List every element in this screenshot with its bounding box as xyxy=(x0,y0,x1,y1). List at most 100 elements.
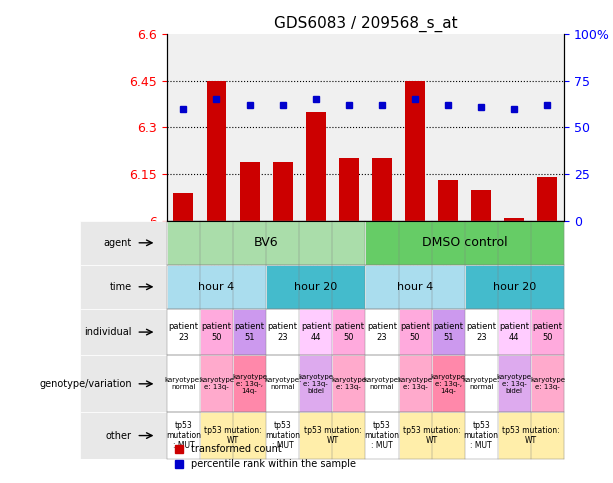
Text: tp53 mutation:
WT: tp53 mutation: WT xyxy=(502,426,560,445)
Bar xyxy=(240,162,259,221)
Text: patient
23: patient 23 xyxy=(466,322,497,342)
FancyBboxPatch shape xyxy=(365,355,398,412)
FancyBboxPatch shape xyxy=(266,412,299,459)
FancyBboxPatch shape xyxy=(80,309,167,355)
FancyBboxPatch shape xyxy=(233,355,266,412)
Text: karyotype:
normal: karyotype: normal xyxy=(165,377,202,390)
FancyBboxPatch shape xyxy=(233,309,266,355)
Bar xyxy=(538,177,557,221)
Bar xyxy=(471,190,491,221)
Text: BV6: BV6 xyxy=(254,236,278,249)
FancyBboxPatch shape xyxy=(398,355,432,412)
FancyBboxPatch shape xyxy=(80,355,167,412)
Text: patient
51: patient 51 xyxy=(433,322,463,342)
FancyBboxPatch shape xyxy=(80,221,167,265)
Text: time: time xyxy=(110,282,132,292)
FancyBboxPatch shape xyxy=(266,355,299,412)
FancyBboxPatch shape xyxy=(80,265,167,309)
FancyBboxPatch shape xyxy=(332,355,365,412)
Text: tp53
mutation
: MUT: tp53 mutation : MUT xyxy=(365,421,400,451)
Text: karyotype
e: 13q-: karyotype e: 13q- xyxy=(398,377,433,390)
FancyBboxPatch shape xyxy=(167,221,365,265)
Text: tp53
mutation
: MUT: tp53 mutation : MUT xyxy=(166,421,201,451)
Text: DMSO control: DMSO control xyxy=(422,236,508,249)
Legend: transformed count, percentile rank within the sample: transformed count, percentile rank withi… xyxy=(172,440,360,473)
FancyBboxPatch shape xyxy=(80,412,167,459)
FancyBboxPatch shape xyxy=(432,309,465,355)
Text: patient
50: patient 50 xyxy=(202,322,232,342)
FancyBboxPatch shape xyxy=(332,309,365,355)
FancyBboxPatch shape xyxy=(167,412,200,459)
Text: karyotype
e: 13q-
bidel: karyotype e: 13q- bidel xyxy=(299,374,333,394)
FancyBboxPatch shape xyxy=(365,412,398,459)
FancyBboxPatch shape xyxy=(365,309,398,355)
Text: karyotype
e: 13q-: karyotype e: 13q- xyxy=(332,377,367,390)
Text: patient
51: patient 51 xyxy=(235,322,265,342)
Text: tp53
mutation
: MUT: tp53 mutation : MUT xyxy=(463,421,499,451)
Text: patient
23: patient 23 xyxy=(268,322,298,342)
Text: karyotype
e: 13q-,
14q-: karyotype e: 13q-, 14q- xyxy=(431,374,466,394)
Bar xyxy=(339,158,359,221)
FancyBboxPatch shape xyxy=(299,355,332,412)
FancyBboxPatch shape xyxy=(531,355,564,412)
Text: karyotype:
normal: karyotype: normal xyxy=(463,377,500,390)
Bar xyxy=(273,162,292,221)
Text: karyotype:
normal: karyotype: normal xyxy=(264,377,302,390)
FancyBboxPatch shape xyxy=(432,355,465,412)
FancyBboxPatch shape xyxy=(200,355,233,412)
Text: patient
50: patient 50 xyxy=(533,322,562,342)
Text: karyotype
e: 13q-: karyotype e: 13q- xyxy=(199,377,234,390)
Text: hour 20: hour 20 xyxy=(493,282,536,292)
Bar xyxy=(306,112,326,221)
FancyBboxPatch shape xyxy=(266,265,365,309)
FancyBboxPatch shape xyxy=(365,265,465,309)
Text: hour 4: hour 4 xyxy=(199,282,235,292)
Text: hour 4: hour 4 xyxy=(397,282,433,292)
Bar xyxy=(504,218,524,221)
Text: patient
50: patient 50 xyxy=(334,322,364,342)
Text: tp53 mutation:
WT: tp53 mutation: WT xyxy=(403,426,460,445)
Text: tp53 mutation:
WT: tp53 mutation: WT xyxy=(303,426,361,445)
Text: genotype/variation: genotype/variation xyxy=(39,379,132,389)
FancyBboxPatch shape xyxy=(465,412,498,459)
FancyBboxPatch shape xyxy=(200,309,233,355)
Text: karyotype
e: 13q-,
14q-: karyotype e: 13q-, 14q- xyxy=(232,374,267,394)
FancyBboxPatch shape xyxy=(498,412,564,459)
Text: hour 20: hour 20 xyxy=(294,282,337,292)
Text: patient
23: patient 23 xyxy=(169,322,199,342)
Text: karyotype
e: 13q-: karyotype e: 13q- xyxy=(530,377,565,390)
Text: patient
50: patient 50 xyxy=(400,322,430,342)
Text: agent: agent xyxy=(104,238,132,248)
Text: tp53
mutation
: MUT: tp53 mutation : MUT xyxy=(265,421,300,451)
FancyBboxPatch shape xyxy=(465,265,564,309)
Bar xyxy=(438,180,458,221)
FancyBboxPatch shape xyxy=(398,412,465,459)
Text: karyotype
e: 13q-
bidel: karyotype e: 13q- bidel xyxy=(497,374,532,394)
FancyBboxPatch shape xyxy=(498,355,531,412)
FancyBboxPatch shape xyxy=(167,265,266,309)
FancyBboxPatch shape xyxy=(167,309,200,355)
FancyBboxPatch shape xyxy=(465,355,498,412)
Text: patient
44: patient 44 xyxy=(301,322,331,342)
Text: tp53 mutation:
WT: tp53 mutation: WT xyxy=(204,426,262,445)
Bar xyxy=(405,81,425,221)
FancyBboxPatch shape xyxy=(531,309,564,355)
Text: other: other xyxy=(106,430,132,440)
FancyBboxPatch shape xyxy=(299,309,332,355)
FancyBboxPatch shape xyxy=(465,309,498,355)
Bar xyxy=(372,158,392,221)
FancyBboxPatch shape xyxy=(299,412,365,459)
Text: karyotype:
normal: karyotype: normal xyxy=(364,377,401,390)
FancyBboxPatch shape xyxy=(200,412,266,459)
FancyBboxPatch shape xyxy=(498,309,531,355)
Title: GDS6083 / 209568_s_at: GDS6083 / 209568_s_at xyxy=(273,16,457,32)
Bar xyxy=(173,193,193,221)
FancyBboxPatch shape xyxy=(365,221,564,265)
FancyBboxPatch shape xyxy=(266,309,299,355)
Text: individual: individual xyxy=(85,327,132,337)
Text: patient
44: patient 44 xyxy=(500,322,529,342)
Text: patient
23: patient 23 xyxy=(367,322,397,342)
FancyBboxPatch shape xyxy=(167,355,200,412)
Bar xyxy=(207,81,226,221)
FancyBboxPatch shape xyxy=(398,309,432,355)
